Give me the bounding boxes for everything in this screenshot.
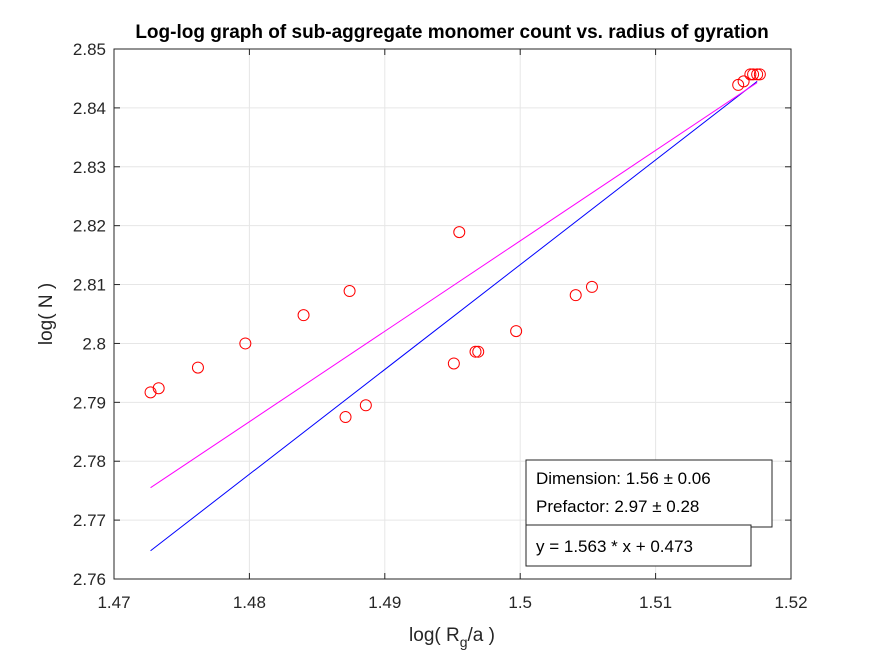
fit-line-magenta xyxy=(150,82,758,489)
y-tick-label: 2.82 xyxy=(73,217,106,236)
data-point xyxy=(152,382,165,395)
data-point xyxy=(239,337,252,350)
data-point xyxy=(469,345,482,358)
fit-line-blue xyxy=(150,80,758,552)
y-tick-label: 2.76 xyxy=(73,570,106,589)
x-tick-label: 1.49 xyxy=(368,593,401,612)
annotation-box-stats: Dimension: 1.56 ± 0.06 Prefactor: 2.97 ±… xyxy=(525,459,773,528)
data-point xyxy=(472,345,485,358)
data-point xyxy=(753,68,766,81)
y-axis-label: log( N ) xyxy=(36,283,57,345)
data-point xyxy=(144,386,157,399)
axes: 1.47 1.48 1.49 1.5 1.51 1.52 2.76 2.77 2.78 2.79 2… xyxy=(73,40,808,612)
data-point xyxy=(339,411,352,424)
y-tick-label: 2.78 xyxy=(73,452,106,471)
data-point xyxy=(191,361,204,374)
y-tick-label: 2.84 xyxy=(73,99,106,118)
y-tick-label: 2.77 xyxy=(73,511,106,530)
x-tick-label: 1.52 xyxy=(774,593,807,612)
annotation-box-equation: y = 1.563 * x + 0.473 xyxy=(525,524,752,567)
axes-box xyxy=(113,48,792,580)
annotation-equation: y = 1.563 * x + 0.473 xyxy=(536,537,693,556)
data-point xyxy=(359,399,372,412)
data-point xyxy=(447,357,460,370)
x-axis-label-subscript: g xyxy=(460,634,468,650)
x-tick-label: 1.47 xyxy=(97,593,130,612)
x-tick-label: 1.5 xyxy=(508,593,532,612)
data-points xyxy=(144,68,766,424)
x-tick-label: 1.48 xyxy=(233,593,266,612)
data-point xyxy=(297,309,310,322)
data-point xyxy=(453,226,466,239)
x-tick-label: 1.51 xyxy=(639,593,672,612)
chart-title: Log-log graph of sub-aggregate monomer c… xyxy=(135,22,768,43)
annotation-prefactor: Prefactor: 2.97 ± 0.28 xyxy=(536,497,699,516)
data-point xyxy=(737,75,750,88)
data-point xyxy=(751,68,764,81)
y-tick-label: 2.83 xyxy=(73,158,106,177)
y-tick-label: 2.81 xyxy=(73,276,106,295)
fit-lines xyxy=(150,80,758,552)
y-tick-label: 2.79 xyxy=(73,393,106,412)
x-axis-label: log( Rg/a ) xyxy=(409,625,495,650)
data-point xyxy=(510,325,523,338)
data-point xyxy=(343,285,356,298)
data-point xyxy=(585,280,598,293)
data-point xyxy=(569,289,582,302)
y-tick-label: 2.8 xyxy=(82,334,106,353)
data-point xyxy=(744,68,757,81)
annotation-dimension: Dimension: 1.56 ± 0.06 xyxy=(536,469,711,488)
data-point xyxy=(747,68,760,81)
y-tick-label: 2.85 xyxy=(73,40,106,59)
